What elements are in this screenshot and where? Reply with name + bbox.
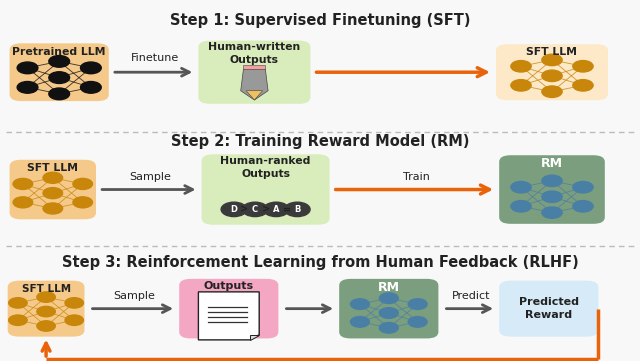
FancyBboxPatch shape — [202, 155, 330, 225]
Polygon shape — [198, 292, 259, 340]
Text: Train: Train — [403, 171, 429, 182]
Text: SFT LLM: SFT LLM — [28, 163, 78, 173]
FancyBboxPatch shape — [0, 246, 640, 361]
Text: SFT LLM: SFT LLM — [22, 284, 70, 293]
FancyBboxPatch shape — [8, 281, 84, 336]
Text: >: > — [262, 204, 269, 214]
Text: Step 1: Supervised Finetuning (SFT): Step 1: Supervised Finetuning (SFT) — [170, 13, 470, 28]
Circle shape — [511, 80, 531, 91]
Text: =: = — [283, 204, 291, 214]
Circle shape — [264, 202, 289, 217]
Circle shape — [37, 306, 55, 317]
Circle shape — [17, 82, 38, 93]
FancyBboxPatch shape — [0, 0, 640, 132]
Text: RM: RM — [378, 281, 400, 294]
Circle shape — [542, 70, 562, 82]
Text: A: A — [273, 205, 280, 214]
FancyBboxPatch shape — [198, 41, 310, 104]
Circle shape — [380, 293, 398, 304]
Polygon shape — [241, 69, 268, 100]
Circle shape — [511, 61, 531, 72]
Circle shape — [542, 86, 562, 97]
Circle shape — [542, 175, 562, 187]
Text: Pretrained LLM: Pretrained LLM — [12, 47, 106, 57]
Text: RM: RM — [541, 157, 563, 170]
Circle shape — [65, 298, 83, 308]
Text: >: > — [241, 204, 248, 214]
Circle shape — [73, 197, 93, 208]
Circle shape — [573, 80, 593, 91]
Circle shape — [81, 62, 101, 74]
Circle shape — [43, 203, 63, 214]
Circle shape — [542, 207, 562, 218]
Circle shape — [221, 202, 247, 217]
Circle shape — [49, 88, 70, 100]
Circle shape — [573, 182, 593, 193]
FancyBboxPatch shape — [499, 281, 598, 336]
Circle shape — [13, 197, 33, 208]
Text: D: D — [230, 205, 237, 214]
Text: Human-written
Outputs: Human-written Outputs — [208, 43, 301, 65]
Circle shape — [49, 56, 70, 67]
FancyBboxPatch shape — [10, 160, 96, 219]
Circle shape — [285, 202, 310, 217]
Circle shape — [380, 308, 398, 318]
FancyBboxPatch shape — [339, 279, 438, 339]
Circle shape — [73, 178, 93, 190]
Circle shape — [542, 54, 562, 66]
Circle shape — [511, 182, 531, 193]
Circle shape — [408, 299, 427, 309]
Polygon shape — [243, 65, 266, 69]
Text: Human-ranked
Outputs: Human-ranked Outputs — [220, 156, 311, 179]
FancyBboxPatch shape — [496, 44, 608, 100]
Text: C: C — [252, 205, 258, 214]
Circle shape — [243, 202, 268, 217]
Text: SFT LLM: SFT LLM — [527, 47, 577, 57]
Text: Sample: Sample — [129, 171, 172, 182]
FancyBboxPatch shape — [10, 43, 109, 101]
Circle shape — [380, 322, 398, 333]
Text: Step 3: Reinforcement Learning from Human Feedback (RLHF): Step 3: Reinforcement Learning from Huma… — [61, 255, 579, 270]
Circle shape — [351, 299, 369, 309]
Circle shape — [9, 315, 27, 325]
Polygon shape — [250, 335, 259, 340]
Circle shape — [13, 178, 33, 190]
FancyBboxPatch shape — [0, 132, 640, 246]
Circle shape — [573, 61, 593, 72]
Text: Finetune: Finetune — [131, 53, 179, 63]
FancyBboxPatch shape — [499, 155, 605, 224]
Text: Predict: Predict — [452, 291, 491, 301]
Circle shape — [408, 317, 427, 327]
Circle shape — [81, 82, 101, 93]
Text: Step 2: Training Reward Model (RM): Step 2: Training Reward Model (RM) — [171, 134, 469, 149]
Text: Sample: Sample — [113, 291, 156, 301]
Circle shape — [17, 62, 38, 74]
Circle shape — [542, 191, 562, 203]
Circle shape — [573, 201, 593, 212]
Circle shape — [351, 317, 369, 327]
Text: B: B — [294, 205, 300, 214]
Circle shape — [43, 172, 63, 183]
Circle shape — [511, 201, 531, 212]
Circle shape — [37, 292, 55, 302]
FancyBboxPatch shape — [179, 279, 278, 339]
Polygon shape — [246, 91, 262, 100]
Text: Predicted
Reward: Predicted Reward — [519, 297, 579, 320]
Circle shape — [43, 188, 63, 199]
Circle shape — [37, 321, 55, 331]
Circle shape — [49, 72, 70, 83]
Text: Outputs: Outputs — [204, 281, 254, 291]
Circle shape — [9, 298, 27, 308]
Circle shape — [65, 315, 83, 325]
